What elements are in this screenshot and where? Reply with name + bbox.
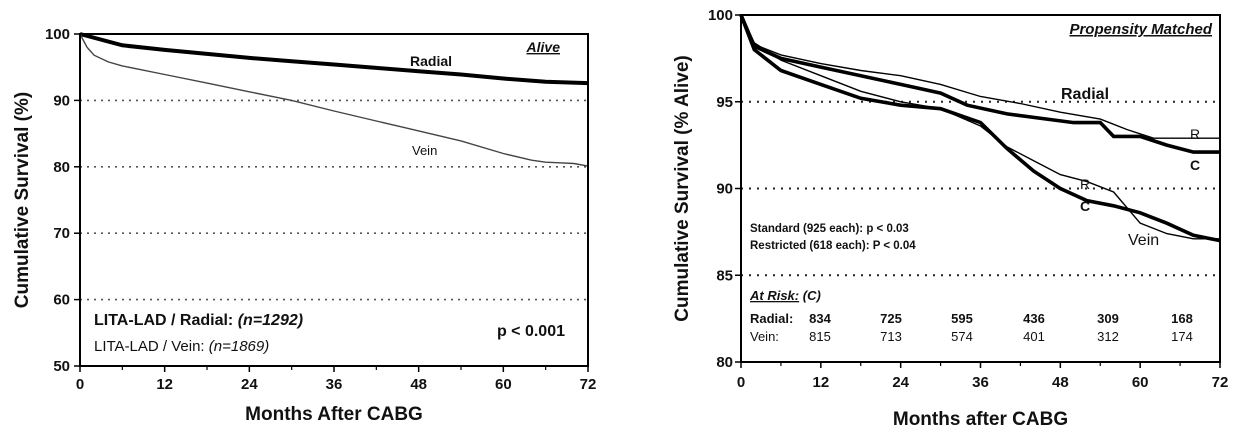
chart1-legend-radial-name: LITA-LAD / Radial: [94,312,233,329]
chart1-ytick-label: 60 [53,292,70,309]
chart2-xtick-label: 72 [1212,374,1229,391]
chart2-xtick-label: 12 [812,374,829,391]
chart2-ytick-label: 80 [716,354,733,371]
chart1-legend-radial: LITA-LAD / Radial: (n=1292) [94,312,303,329]
chart2-at-risk-value: 834 [809,311,831,326]
chart1-radial-label: Radial [410,53,452,69]
chart2-at-risk-value: 174 [1171,329,1193,344]
chart-1: 50 60 70 80 90 100 0 12 24 36 48 60 72 Months After C… [12,26,596,425]
chart2-at-risk-value: 309 [1097,311,1119,326]
chart2-at-risk-suffix: (C) [799,288,821,303]
chart1-vein-label: Vein [412,143,437,158]
chart1-ytick-label: 80 [53,159,70,176]
chart2-series-vein-r- [740,14,1220,240]
chart2-ytick-label: 95 [716,94,733,111]
chart1-y-axis-title: Cumulative Survival (%) [12,92,33,308]
chart-2: 80 85 90 95 100 0 12 24 36 48 60 72 Months after CAB… [672,7,1228,430]
chart1-series-vein [79,33,589,167]
chart2-at-risk-value: 312 [1097,329,1119,344]
chart2-ytick-label: 85 [716,267,733,284]
chart2-c-label-upper: C [1190,157,1200,173]
chart2-at-risk-value: 401 [1023,329,1045,344]
chart2-standard-stat: Standard (925 each): p < 0.03 [750,223,909,235]
chart1-x-axis-title: Months After CABG [245,404,423,425]
chart2-series-radial-c- [739,14,1220,154]
chart2-at-risk-row-label: Vein: [750,329,779,344]
chart2-radial-label: Radial [1061,86,1109,103]
chart2-r-label-lower: R [1080,176,1090,192]
chart2-at-risk-value: 725 [880,311,902,326]
chart2-at-risk-value: 436 [1023,311,1045,326]
chart2-ytick-label: 90 [716,181,733,198]
chart2-at-risk-title-text: At Risk: [749,288,799,303]
chart2-at-risk-value: 168 [1171,311,1193,326]
chart2-r-label-upper: R [1190,126,1200,142]
chart2-at-risk-row-label: Radial: [750,311,793,326]
chart1-xtick-label: 36 [326,376,343,393]
chart1-xtick-label: 72 [580,376,597,393]
chart2-xtick-label: 0 [737,374,745,391]
chart1-ytick-label: 100 [45,26,70,43]
chart1-title: Alive [526,39,561,55]
chart1-legend-vein-n: (n=1869) [205,338,270,355]
chart2-at-risk-value: 574 [951,329,973,344]
chart2-x-axis-title: Months after CABG [893,409,1068,430]
chart1-legend-vein: LITA-LAD / Vein: (n=1869) [94,338,269,355]
chart2-xtick-label: 48 [1052,374,1069,391]
chart2-series-radial-r- [740,14,1220,139]
chart1-legend-radial-n: (n=1292) [233,312,303,329]
chart1-ytick-label: 50 [53,358,70,375]
chart2-c-label-lower: C [1080,198,1090,214]
chart2-restricted-stat: Restricted (618 each): P < 0.04 [750,240,916,252]
chart1-legend-vein-name: LITA-LAD / Vein: [94,338,205,355]
chart2-vein-label: Vein [1128,232,1159,249]
chart1-xtick-label: 60 [495,376,512,393]
chart1-series-radial [79,32,589,86]
chart2-at-risk-value: 815 [809,329,831,344]
chart2-series-vein-c- [739,14,1221,243]
chart1-ytick-label: 90 [53,92,70,109]
chart2-at-risk-value: 595 [951,311,973,326]
chart2-at-risk-value: 713 [880,329,902,344]
chart1-xtick-label: 48 [410,376,427,393]
chart1-xtick-label: 12 [156,376,173,393]
chart2-title: Propensity Matched [1069,21,1212,38]
chart1-pvalue: p < 0.001 [497,323,565,340]
chart1-xtick-label: 0 [76,376,84,393]
chart1-ytick-label: 70 [53,225,70,242]
chart1-xtick-label: 24 [241,376,258,393]
chart2-ytick-label: 100 [708,7,733,24]
chart2-at-risk-title: At Risk: (C) [749,288,821,303]
chart2-xtick-label: 60 [1132,374,1149,391]
chart2-xtick-label: 36 [972,374,989,391]
chart2-y-axis-title: Cumulative Survival (% Alive) [672,55,693,321]
chart2-xtick-label: 24 [892,374,909,391]
